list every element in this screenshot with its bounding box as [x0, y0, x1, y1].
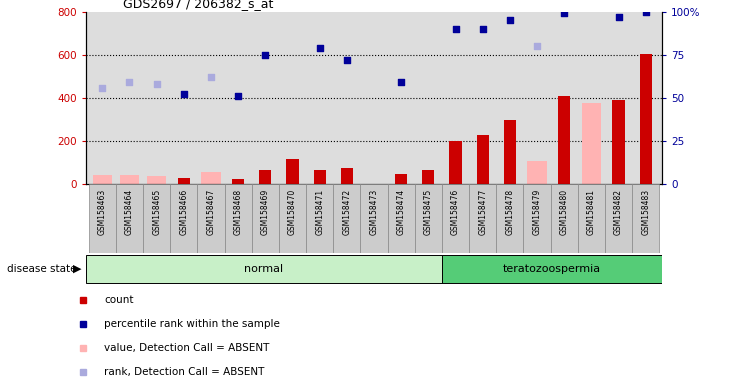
- Text: GSM158479: GSM158479: [533, 189, 542, 235]
- Text: count: count: [105, 295, 134, 305]
- Text: disease state: disease state: [7, 264, 77, 274]
- Bar: [476, 135, 488, 184]
- Text: GSM158481: GSM158481: [587, 189, 596, 235]
- Bar: [558, 96, 570, 184]
- Point: [178, 91, 190, 98]
- Text: GSM158467: GSM158467: [206, 189, 215, 235]
- Bar: [503, 119, 516, 184]
- Text: GSM158463: GSM158463: [98, 189, 107, 235]
- FancyBboxPatch shape: [306, 184, 334, 253]
- Point: [558, 10, 570, 16]
- FancyBboxPatch shape: [442, 184, 469, 253]
- FancyBboxPatch shape: [116, 184, 143, 253]
- FancyBboxPatch shape: [86, 255, 442, 283]
- Bar: [232, 179, 245, 184]
- Point: [395, 79, 407, 86]
- Text: GSM158477: GSM158477: [478, 189, 487, 235]
- Text: GSM158465: GSM158465: [152, 189, 161, 235]
- Text: GSM158471: GSM158471: [315, 189, 324, 235]
- Text: GSM158476: GSM158476: [451, 189, 460, 235]
- FancyBboxPatch shape: [551, 184, 577, 253]
- Text: GSM158482: GSM158482: [614, 189, 623, 235]
- Text: GSM158468: GSM158468: [233, 189, 242, 235]
- Point: [341, 57, 353, 63]
- Text: GSM158474: GSM158474: [396, 189, 405, 235]
- FancyBboxPatch shape: [414, 184, 442, 253]
- FancyBboxPatch shape: [89, 184, 116, 253]
- FancyBboxPatch shape: [171, 184, 197, 253]
- FancyBboxPatch shape: [496, 184, 524, 253]
- Bar: [286, 159, 298, 184]
- FancyBboxPatch shape: [605, 184, 632, 253]
- Text: GSM158472: GSM158472: [343, 189, 352, 235]
- Text: normal: normal: [245, 264, 283, 274]
- FancyBboxPatch shape: [524, 184, 551, 253]
- Bar: [178, 178, 190, 184]
- Point: [232, 93, 244, 99]
- Text: GDS2697 / 206382_s_at: GDS2697 / 206382_s_at: [123, 0, 274, 10]
- FancyBboxPatch shape: [469, 184, 496, 253]
- Bar: [640, 54, 652, 184]
- Bar: [201, 172, 221, 184]
- Point: [531, 43, 543, 49]
- Text: GSM158483: GSM158483: [641, 189, 650, 235]
- Bar: [120, 175, 139, 184]
- Bar: [422, 170, 435, 184]
- FancyBboxPatch shape: [334, 184, 361, 253]
- Bar: [93, 175, 112, 184]
- FancyBboxPatch shape: [442, 255, 662, 283]
- Point: [613, 13, 625, 20]
- Bar: [582, 103, 601, 184]
- Point: [123, 79, 135, 86]
- FancyBboxPatch shape: [361, 184, 387, 253]
- Text: GSM158480: GSM158480: [560, 189, 568, 235]
- Point: [640, 8, 652, 15]
- Text: percentile rank within the sample: percentile rank within the sample: [105, 319, 280, 329]
- Text: value, Detection Call = ABSENT: value, Detection Call = ABSENT: [105, 343, 270, 353]
- Text: rank, Detection Call = ABSENT: rank, Detection Call = ABSENT: [105, 367, 265, 377]
- Bar: [341, 168, 353, 184]
- Bar: [395, 174, 407, 184]
- FancyBboxPatch shape: [224, 184, 252, 253]
- Point: [313, 45, 325, 51]
- Point: [205, 74, 217, 80]
- FancyBboxPatch shape: [279, 184, 306, 253]
- Point: [260, 51, 272, 58]
- Point: [150, 81, 162, 87]
- Bar: [260, 170, 272, 184]
- Bar: [147, 176, 166, 184]
- Text: ▶: ▶: [73, 264, 82, 274]
- Text: GSM158470: GSM158470: [288, 189, 297, 235]
- Point: [96, 84, 108, 91]
- Bar: [450, 141, 462, 184]
- Point: [450, 26, 462, 32]
- Bar: [313, 170, 326, 184]
- Text: GSM158466: GSM158466: [180, 189, 188, 235]
- FancyBboxPatch shape: [387, 184, 414, 253]
- Point: [476, 26, 488, 32]
- FancyBboxPatch shape: [632, 184, 659, 253]
- FancyBboxPatch shape: [197, 184, 224, 253]
- Point: [504, 17, 516, 23]
- Bar: [613, 100, 625, 184]
- Text: GSM158478: GSM158478: [506, 189, 515, 235]
- Text: teratozoospermia: teratozoospermia: [503, 264, 601, 274]
- FancyBboxPatch shape: [143, 184, 171, 253]
- Text: GSM158473: GSM158473: [370, 189, 378, 235]
- Bar: [527, 161, 547, 184]
- FancyBboxPatch shape: [252, 184, 279, 253]
- Text: GSM158464: GSM158464: [125, 189, 134, 235]
- FancyBboxPatch shape: [577, 184, 605, 253]
- Text: GSM158475: GSM158475: [424, 189, 433, 235]
- Text: GSM158469: GSM158469: [261, 189, 270, 235]
